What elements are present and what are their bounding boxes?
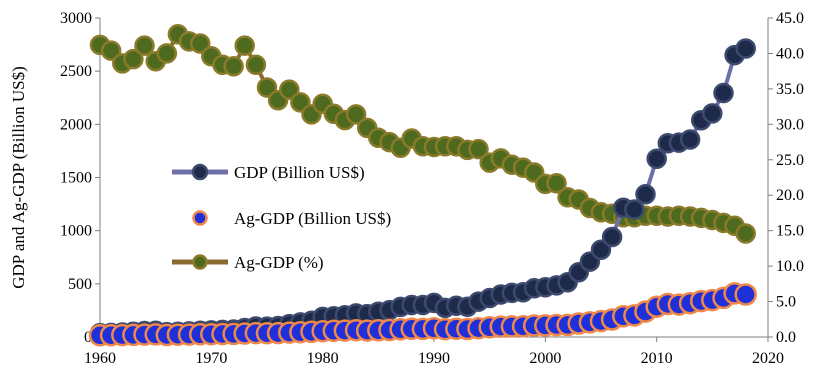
left-y-tick-label: 1000 <box>60 223 92 240</box>
legend-label: Ag-GDP (%) <box>234 253 324 272</box>
data-point <box>546 172 567 194</box>
series-2 <box>89 24 756 244</box>
right-y-tick-label: 10.0 <box>776 258 804 275</box>
data-point <box>223 55 244 77</box>
x-tick-label: 2000 <box>529 350 561 367</box>
data-point <box>646 148 667 170</box>
right-y-tick-label: 45.0 <box>776 10 804 27</box>
legend-label: GDP (Billion US$) <box>234 163 365 182</box>
legend-item-2: Ag-GDP (%) <box>172 253 324 272</box>
data-point <box>713 82 734 104</box>
data-point <box>245 54 267 76</box>
x-tick-label: 2020 <box>752 350 784 367</box>
right-y-tick-label: 25.0 <box>776 152 804 169</box>
right-y-tick-label: 40.0 <box>776 45 804 62</box>
data-point <box>601 226 623 248</box>
right-y-tick-label: 15.0 <box>776 223 804 240</box>
x-tick-label: 2010 <box>641 350 673 367</box>
y-axis-title: GDP and Ag-GDP (Billion US$) <box>9 66 28 289</box>
legend-marker <box>192 210 208 226</box>
right-y-tick-label: 35.0 <box>776 81 804 98</box>
data-point <box>234 35 255 56</box>
data-point <box>100 40 122 61</box>
data-point <box>679 129 701 150</box>
x-tick-label: 1970 <box>195 350 227 367</box>
data-point <box>635 184 656 205</box>
data-point <box>256 77 278 98</box>
x-tick-label: 1980 <box>307 350 339 367</box>
legend-item-1: Ag-GDP (Billion US$) <box>192 209 391 228</box>
legend-marker <box>191 163 209 181</box>
data-point <box>624 199 645 220</box>
data-point <box>156 43 178 64</box>
left-y-tick-label: 2500 <box>60 63 92 80</box>
legend-label: Ag-GDP (Billion US$) <box>234 209 391 228</box>
data-point <box>734 283 757 306</box>
right-y-tick-label: 5.0 <box>776 294 796 311</box>
plot-area <box>88 24 757 347</box>
axes: 0 500 1000 1500 2000 2500 3000 0.0 5.0 10.0 15.0 20… <box>9 10 804 367</box>
left-y-tick-label: 3000 <box>60 10 92 27</box>
left-y-tick-label: 2000 <box>60 116 92 133</box>
legend: GDP (Billion US$) Ag-GDP (Billion US$) Ag-… <box>172 163 391 272</box>
left-y-tick-label: 0 <box>84 329 92 346</box>
data-point <box>279 79 300 100</box>
data-point <box>345 104 367 125</box>
left-y-tick-label: 1500 <box>60 170 92 187</box>
data-point <box>590 239 612 261</box>
left-y-tick-label: 500 <box>68 276 92 293</box>
data-point <box>189 33 211 54</box>
data-point <box>735 38 756 59</box>
series-1 <box>88 282 757 347</box>
data-point <box>735 223 756 244</box>
data-point <box>468 138 489 160</box>
right-y-tick-label: 0.0 <box>776 329 796 346</box>
x-tick-label: 1960 <box>84 350 116 367</box>
right-y-tick-label: 30.0 <box>776 116 804 133</box>
data-point <box>702 103 723 124</box>
data-point <box>123 48 144 70</box>
legend-marker <box>192 254 208 270</box>
legend-item-0: GDP (Billion US$) <box>172 163 365 182</box>
right-y-tick-label: 20.0 <box>776 187 804 204</box>
x-tick-label: 1990 <box>418 350 450 367</box>
data-point <box>134 35 155 56</box>
